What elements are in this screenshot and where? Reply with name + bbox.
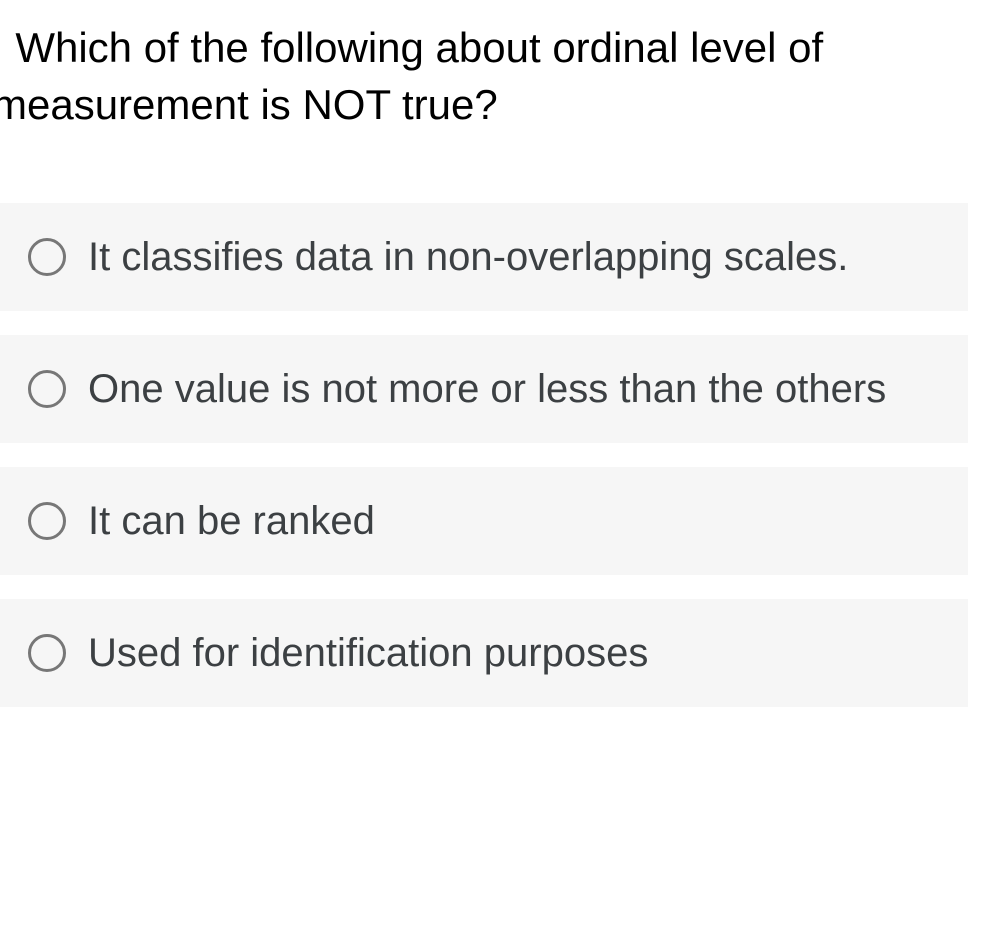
question-number-prefix: .	[0, 24, 4, 71]
option-label: It can be ranked	[88, 495, 375, 547]
option-1[interactable]: It classifies data in non-overlapping sc…	[0, 203, 968, 311]
options-list: It classifies data in non-overlapping sc…	[0, 203, 988, 707]
option-label: One value is not more or less than the o…	[88, 363, 886, 415]
radio-icon[interactable]	[28, 238, 66, 276]
option-label: Used for identification purposes	[88, 627, 648, 679]
question-container: . Which of the following about ordinal l…	[0, 0, 988, 707]
radio-icon[interactable]	[28, 370, 66, 408]
option-3[interactable]: It can be ranked	[0, 467, 968, 575]
option-4[interactable]: Used for identification purposes	[0, 599, 968, 707]
option-2[interactable]: One value is not more or less than the o…	[0, 335, 968, 443]
question-body: Which of the following about ordinal lev…	[0, 24, 823, 128]
option-label: It classifies data in non-overlapping sc…	[88, 231, 848, 283]
question-text: . Which of the following about ordinal l…	[0, 20, 988, 133]
radio-icon[interactable]	[28, 634, 66, 672]
radio-icon[interactable]	[28, 502, 66, 540]
